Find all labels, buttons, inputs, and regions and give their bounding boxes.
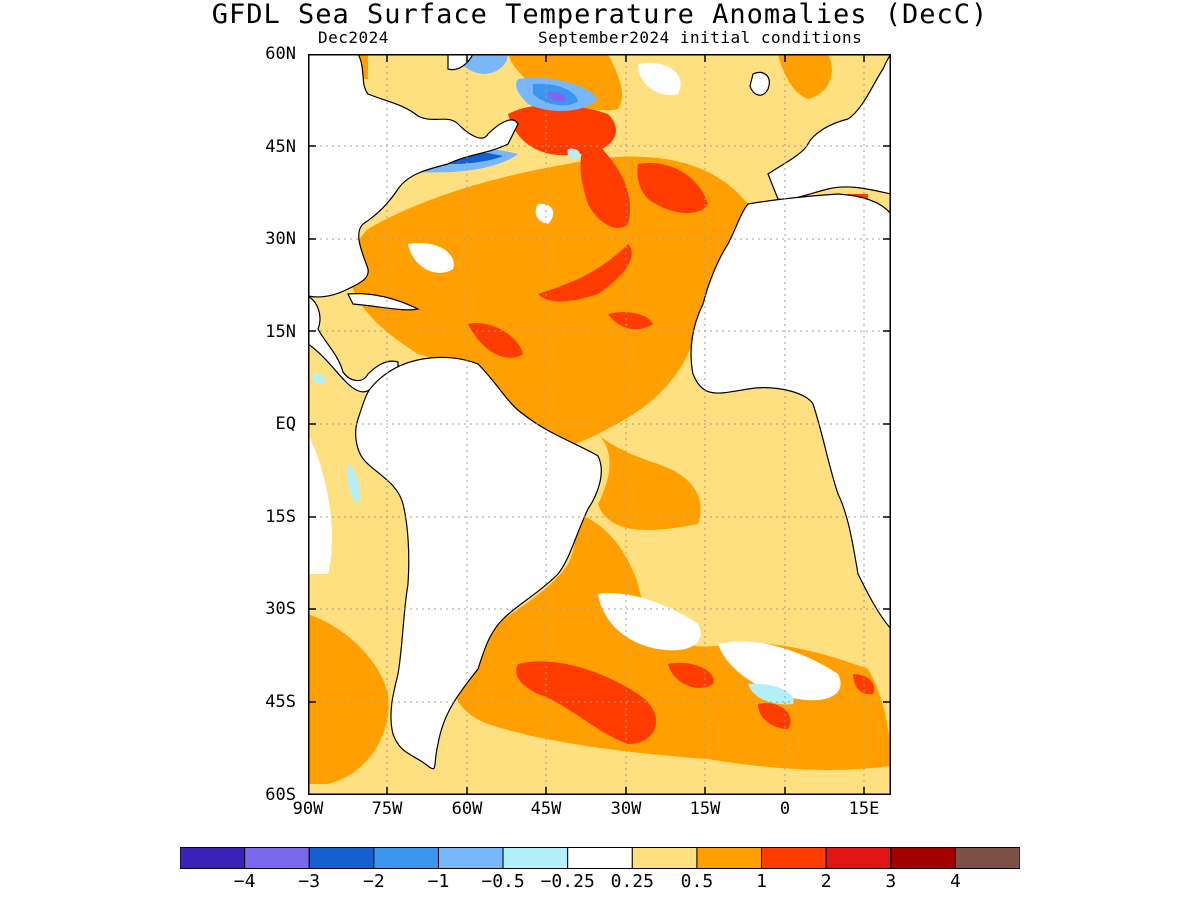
initial-conditions: September2024 initial conditions — [538, 28, 863, 47]
colorbar-label-9: 2 — [820, 871, 832, 892]
colorbar-label-3: −1 — [427, 871, 450, 892]
cuba-land — [347, 293, 420, 311]
lat-label-15n: 15N — [265, 322, 296, 342]
north-america-land — [308, 54, 519, 298]
colorbar-swatch-8 — [696, 847, 763, 869]
lat-label-45n: 45N — [265, 137, 296, 157]
lon-label-0: 0 — [779, 799, 791, 819]
colorbar-label-0: −4 — [233, 871, 256, 892]
lat-label-60n: 60N — [265, 44, 296, 64]
colorbar-swatch-12 — [954, 847, 1020, 869]
lat-label-15s: 15S — [265, 507, 296, 527]
africa-land — [690, 193, 891, 630]
colorbar-label-4: −0.5 — [481, 871, 525, 892]
map-frame — [308, 54, 891, 795]
forecast-month: Dec2024 — [318, 28, 389, 47]
colorbar-swatch-5 — [502, 847, 569, 869]
lat-label-30n: 30N — [265, 229, 296, 249]
lat-label-30s: 30S — [265, 599, 296, 619]
colorbar-label-8: 1 — [756, 871, 767, 892]
colorbar-swatch-2 — [308, 847, 375, 869]
lat-label-45s: 45S — [265, 692, 296, 712]
colorbar-label-10: 3 — [885, 871, 897, 892]
colorbar-swatch-10 — [825, 847, 892, 869]
colorbar-label-5: −0.25 — [540, 871, 595, 892]
colorbar-swatch-3 — [373, 847, 439, 869]
colorbar-swatch-6 — [567, 847, 633, 869]
lon-label-15w: 15W — [689, 799, 721, 819]
colorbar-swatch-9 — [761, 847, 827, 869]
colorbar-swatch-1 — [244, 847, 310, 869]
lon-label-30w: 30W — [610, 799, 642, 819]
colorbar-swatch-11 — [890, 847, 956, 869]
colorbar-label-11: 4 — [949, 871, 961, 892]
lon-label-90w: 90W — [292, 799, 324, 819]
uk-land — [749, 71, 770, 96]
colorbar-swatch-4 — [437, 847, 504, 869]
graticule — [308, 54, 891, 795]
lon-label-60w: 60W — [451, 799, 483, 819]
colorbar-label-2: −2 — [363, 871, 385, 892]
colorbar-swatch-7 — [631, 847, 698, 869]
lat-label-eq: EQ — [275, 414, 296, 434]
lat-label-60s: 60S — [265, 785, 296, 805]
colorbar-label-7: 0.5 — [680, 871, 714, 892]
chart-title: GFDL Sea Surface Temperature Anomalies (… — [211, 0, 989, 30]
colorbar-swatch-0 — [180, 847, 246, 869]
colorbar — [180, 847, 1020, 869]
land-masses — [308, 54, 891, 770]
lon-label-75w: 75W — [371, 799, 403, 819]
sst-anomaly-map — [308, 54, 891, 795]
lon-label-15e: 15E — [848, 799, 880, 819]
colorbar-label-1: −3 — [298, 871, 321, 892]
anomaly-layer-0.5-to-1 — [308, 54, 891, 784]
south-america-land — [355, 356, 602, 770]
lon-label-45w: 45W — [530, 799, 562, 819]
colorbar-label-6: 0.25 — [610, 871, 654, 892]
